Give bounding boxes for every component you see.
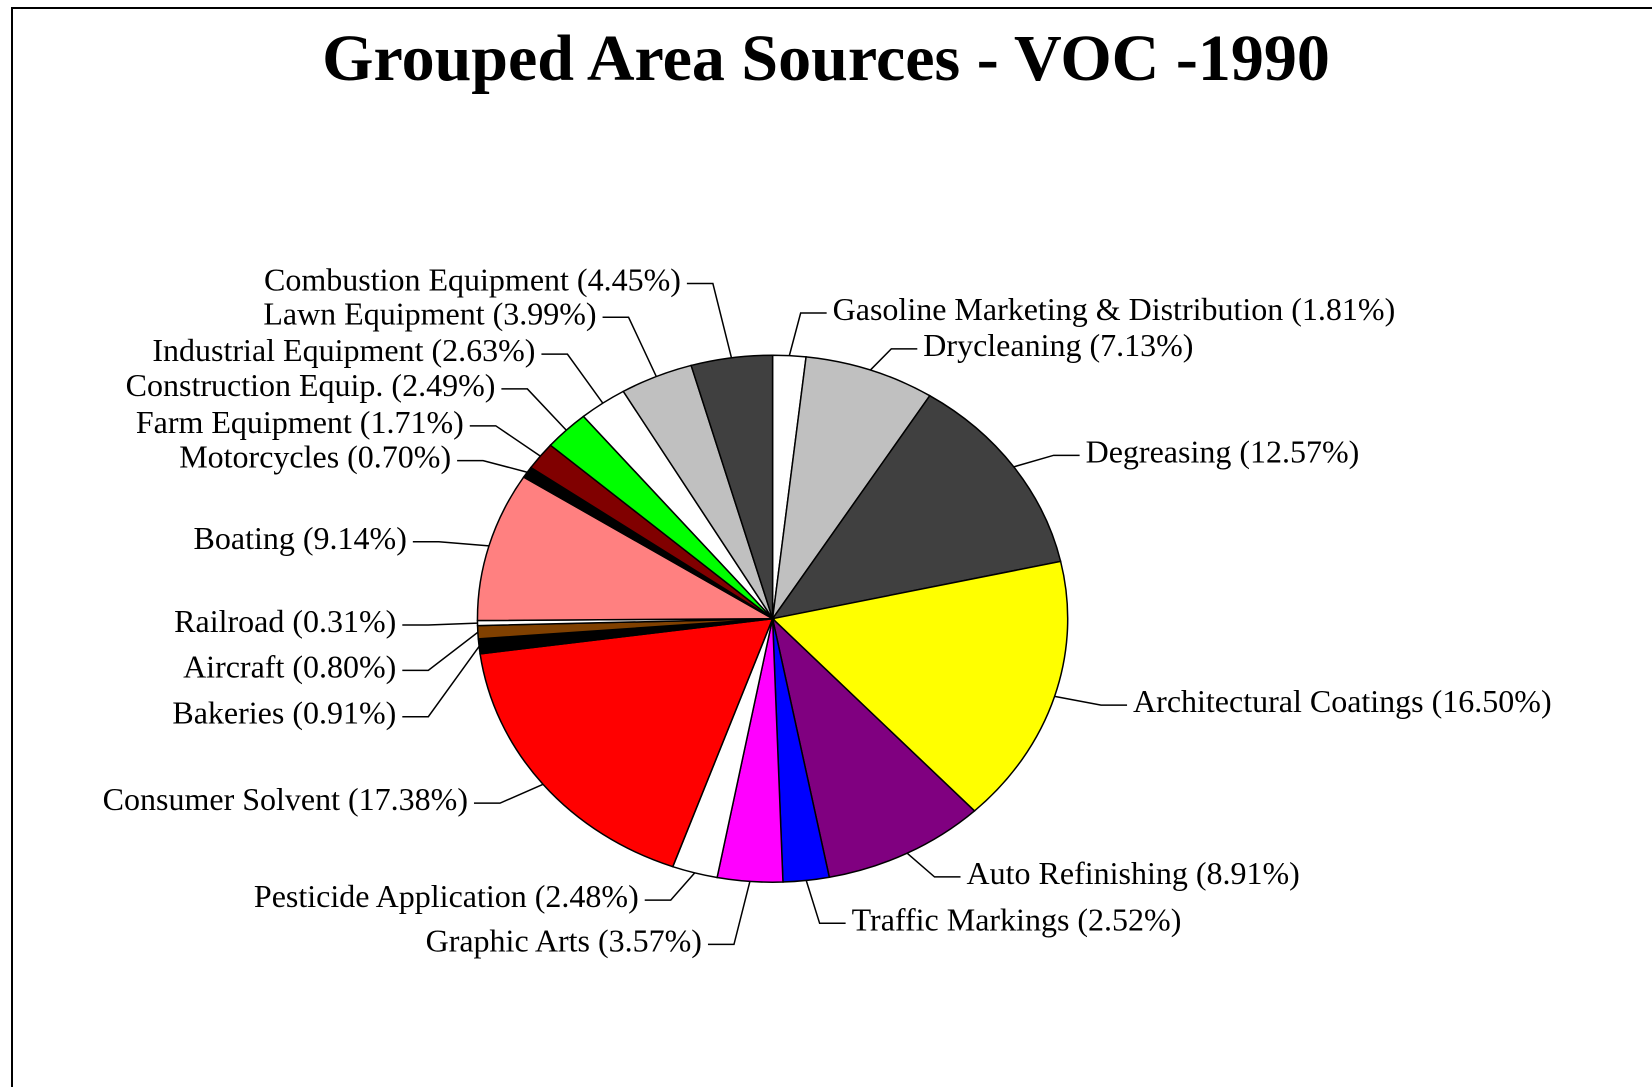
slice-value-label: (2.49%) xyxy=(391,367,495,403)
slice-value-label: (3.57%) xyxy=(598,923,702,959)
slice-label: Industrial Equipment (2.63%) xyxy=(152,332,535,368)
slice-category: Bakeries xyxy=(172,695,284,731)
slice-value-label: (12.57%) xyxy=(1239,434,1359,470)
slice-value-label: (2.63%) xyxy=(431,332,535,368)
slice-value-label: (9.14%) xyxy=(303,520,407,556)
leader-line xyxy=(906,852,961,878)
pie-slice xyxy=(771,616,976,879)
slice-category: Aircraft xyxy=(183,649,284,685)
slice-label: Pesticide Application (2.48%) xyxy=(254,878,639,914)
slice-label: Boating (9.14%) xyxy=(194,520,407,556)
slice-category: Traffic Markings xyxy=(852,902,1070,938)
slice-category: Gasoline Marketing & Distribution xyxy=(833,291,1284,327)
slice-label: Gasoline Marketing & Distribution (1.81%… xyxy=(833,291,1396,327)
leader-line xyxy=(402,622,478,626)
leader-line xyxy=(1054,695,1128,706)
chart-title: Grouped Area Sources - VOC -1990 xyxy=(322,22,1330,95)
slice-label: Aircraft (0.80%) xyxy=(183,649,396,685)
leader-line xyxy=(402,645,480,718)
leader-line xyxy=(869,348,918,371)
slice-label: Degreasing (12.57%) xyxy=(1086,434,1360,470)
slice-category: Drycleaning xyxy=(923,327,1081,363)
slice-label: Bakeries (0.91%) xyxy=(172,695,396,731)
slice-value-label: (1.71%) xyxy=(360,404,464,440)
slice-label: Lawn Equipment (3.99%) xyxy=(263,296,596,332)
slice-category: Consumer Solvent xyxy=(103,781,340,817)
slice-value-label: (0.70%) xyxy=(347,439,451,475)
slice-label: Graphic Arts (3.57%) xyxy=(426,923,702,959)
pie-slice xyxy=(771,560,1069,812)
slice-value-label: (0.91%) xyxy=(292,695,396,731)
leader-line xyxy=(469,425,541,457)
slice-label: Farm Equipment (1.71%) xyxy=(136,404,464,440)
leader-line xyxy=(1013,454,1080,468)
leader-line xyxy=(501,388,567,431)
slice-category: Lawn Equipment xyxy=(263,296,484,332)
slice-value-label: (1.81%) xyxy=(1291,291,1395,327)
slice-value-label: (7.13%) xyxy=(1089,327,1193,363)
slice-label: Traffic Markings (2.52%) xyxy=(852,902,1182,938)
slice-category: Farm Equipment xyxy=(136,404,352,440)
pie-slice xyxy=(770,394,1062,620)
leader-line xyxy=(602,316,657,377)
slice-category: Auto Refinishing xyxy=(967,855,1188,891)
leader-line xyxy=(402,631,479,672)
slice-label: Architectural Coatings (16.50%) xyxy=(1133,683,1552,719)
leader-line xyxy=(788,312,827,356)
slice-category: Motorcycles xyxy=(179,439,339,475)
slice-label: Construction Equip. (2.49%) xyxy=(126,367,496,403)
slice-category: Construction Equip. xyxy=(126,367,384,403)
slice-value-label: (2.52%) xyxy=(1077,902,1181,938)
slice-category: Degreasing xyxy=(1086,434,1232,470)
slice-label: Railroad (0.31%) xyxy=(174,603,396,639)
slice-category: Industrial Equipment xyxy=(152,332,423,368)
slice-label: Motorcycles (0.70%) xyxy=(179,439,451,475)
slice-label: Auto Refinishing (8.91%) xyxy=(967,855,1300,891)
leaders xyxy=(402,282,1128,946)
leader-line xyxy=(707,881,751,946)
leader-line xyxy=(457,459,528,473)
slice-value-label: (8.91%) xyxy=(1196,855,1300,891)
slice-category: Combustion Equipment xyxy=(264,262,569,298)
pie-slice xyxy=(479,617,774,868)
slice-value-label: (17.38%) xyxy=(348,781,468,817)
slice-category: Architectural Coatings xyxy=(1133,683,1424,719)
slice-label: Consumer Solvent (17.38%) xyxy=(103,781,468,817)
slice-value-label: (4.45%) xyxy=(577,262,681,298)
slice-value-label: (0.80%) xyxy=(292,649,396,685)
slice-category: Graphic Arts xyxy=(426,923,590,959)
slice-category: Railroad xyxy=(174,603,284,639)
leader-line xyxy=(541,353,604,404)
pie xyxy=(476,354,1069,883)
leader-line xyxy=(473,783,544,804)
slice-label: Combustion Equipment (4.45%) xyxy=(264,262,681,298)
slice-category: Pesticide Application xyxy=(254,878,527,914)
slice-value-label: (16.50%) xyxy=(1432,683,1552,719)
leader-line xyxy=(644,872,696,901)
slice-value-label: (3.99%) xyxy=(493,296,597,332)
slice-category: Boating xyxy=(194,520,295,556)
leader-line xyxy=(412,541,490,547)
slice-value-label: (0.31%) xyxy=(292,603,396,639)
slice-value-label: (2.48%) xyxy=(535,878,639,914)
slice-label: Drycleaning (7.13%) xyxy=(923,327,1193,363)
leader-line xyxy=(686,282,733,358)
pie-slice xyxy=(690,354,774,619)
leader-line xyxy=(805,880,846,925)
